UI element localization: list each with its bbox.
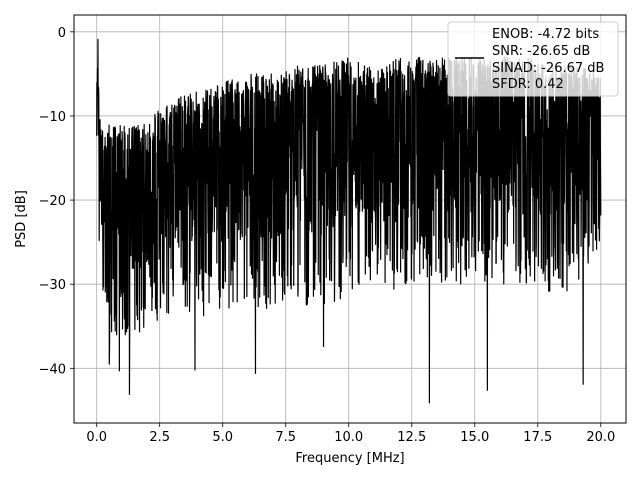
x-axis-label: Frequency [MHz] [295,451,404,466]
x-tick-label: 17.5 [523,430,552,445]
y-tick-label: −40 [39,362,66,377]
x-tick-label: 20.0 [586,430,615,445]
x-tick-label: 5.0 [212,430,233,445]
x-tick-label: 10.0 [334,430,363,445]
x-ticks: 0.0 2.5 5.0 7.5 10.0 12.5 15.0 17.5 20.0 [86,423,615,445]
y-tick-label: −20 [39,194,66,209]
x-tick-label: 12.5 [397,430,426,445]
legend-line-sinad: SINAD: -26.67 dB [492,61,604,76]
legend-line-sfdr: SFDR: 0.42 [492,77,564,92]
plot-frame [73,14,627,424]
x-tick-label: 7.5 [275,430,296,445]
legend-line-snr: SNR: -26.65 dB [492,44,590,59]
y-tick-label: −10 [39,110,66,125]
legend: ENOB: -4.72 bits SNR: -26.65 dB SINAD: -… [447,21,619,97]
y-tick-label: 0 [58,26,66,41]
y-axis-label: PSD [dB] [14,190,29,248]
legend-box [447,21,619,97]
y-tick-label: −30 [39,278,66,293]
y-ticks: 0 −10 −20 −30 −40 [39,26,74,377]
legend-line-enob: ENOB: -4.72 bits [492,27,599,42]
x-tick-label: 2.5 [149,430,170,445]
x-tick-label: 15.0 [460,430,489,445]
x-tick-label: 0.0 [86,430,107,445]
